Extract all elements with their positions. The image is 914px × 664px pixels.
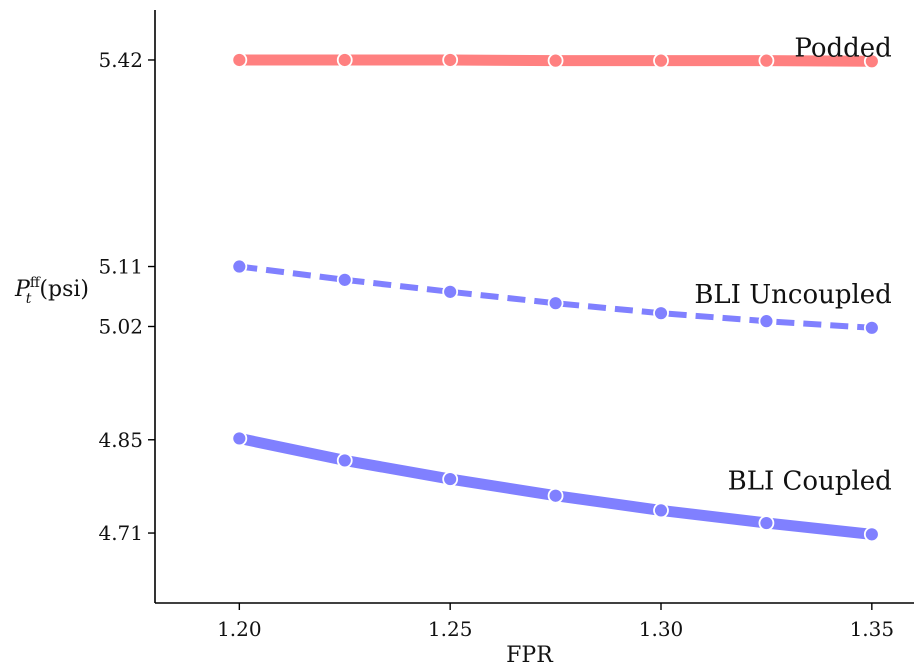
data-point <box>758 313 775 330</box>
data-point <box>231 52 248 68</box>
series-labels: Podded BLI Uncoupled BLI Coupled <box>694 34 892 497</box>
data-point <box>758 515 775 531</box>
data-point <box>442 52 459 68</box>
series-podded <box>231 52 880 70</box>
data-point <box>863 526 880 543</box>
data-point <box>547 487 564 504</box>
y-axis-label-sub: t <box>26 291 32 307</box>
data-point <box>336 452 353 469</box>
y-axis-label-sup: ff <box>30 275 41 291</box>
series-label: Podded <box>794 34 891 64</box>
data-point <box>863 53 880 70</box>
x-axis-label: FPR <box>506 643 554 664</box>
y-ticks: 4.71 4.85 5.02 5.11 5.42 <box>98 48 155 545</box>
series-layer <box>231 52 880 543</box>
data-point <box>653 52 669 69</box>
data-point <box>758 52 775 69</box>
data-point <box>336 271 353 288</box>
data-point <box>231 258 248 275</box>
series-bli-uncoupled <box>231 258 880 336</box>
data-point <box>653 305 669 322</box>
data-point <box>547 295 564 312</box>
x-tick-label: 1.35 <box>850 617 895 641</box>
series-bli-coupled <box>231 430 880 543</box>
data-point <box>231 430 248 447</box>
x-tick-label: 1.25 <box>428 617 473 641</box>
x-tick-label: 1.20 <box>217 617 262 641</box>
x-tick-label: 1.30 <box>639 617 684 641</box>
data-point <box>653 502 669 519</box>
y-axis-label-unit: (psi) <box>39 277 89 302</box>
y-tick-label: 5.11 <box>98 255 143 279</box>
data-point <box>863 319 880 336</box>
y-axis-label: Pff t (psi) <box>14 275 89 307</box>
y-tick-label: 4.71 <box>98 521 143 545</box>
data-point <box>336 52 353 68</box>
series-label: BLI Uncoupled <box>694 280 892 310</box>
axes: 4.71 4.85 5.02 5.11 5.42 1.20 1.25 1.30 1.35 <box>98 10 914 641</box>
y-axis-label-main: P <box>14 277 31 302</box>
x-ticks: 1.20 1.25 1.30 1.35 <box>217 603 894 641</box>
series-label: BLI Coupled <box>728 467 892 497</box>
data-point <box>442 471 459 487</box>
data-point <box>442 283 459 300</box>
data-point <box>547 52 564 69</box>
y-tick-label: 5.42 <box>98 48 143 72</box>
y-tick-label: 4.85 <box>98 428 143 452</box>
y-tick-label: 5.02 <box>98 314 143 338</box>
